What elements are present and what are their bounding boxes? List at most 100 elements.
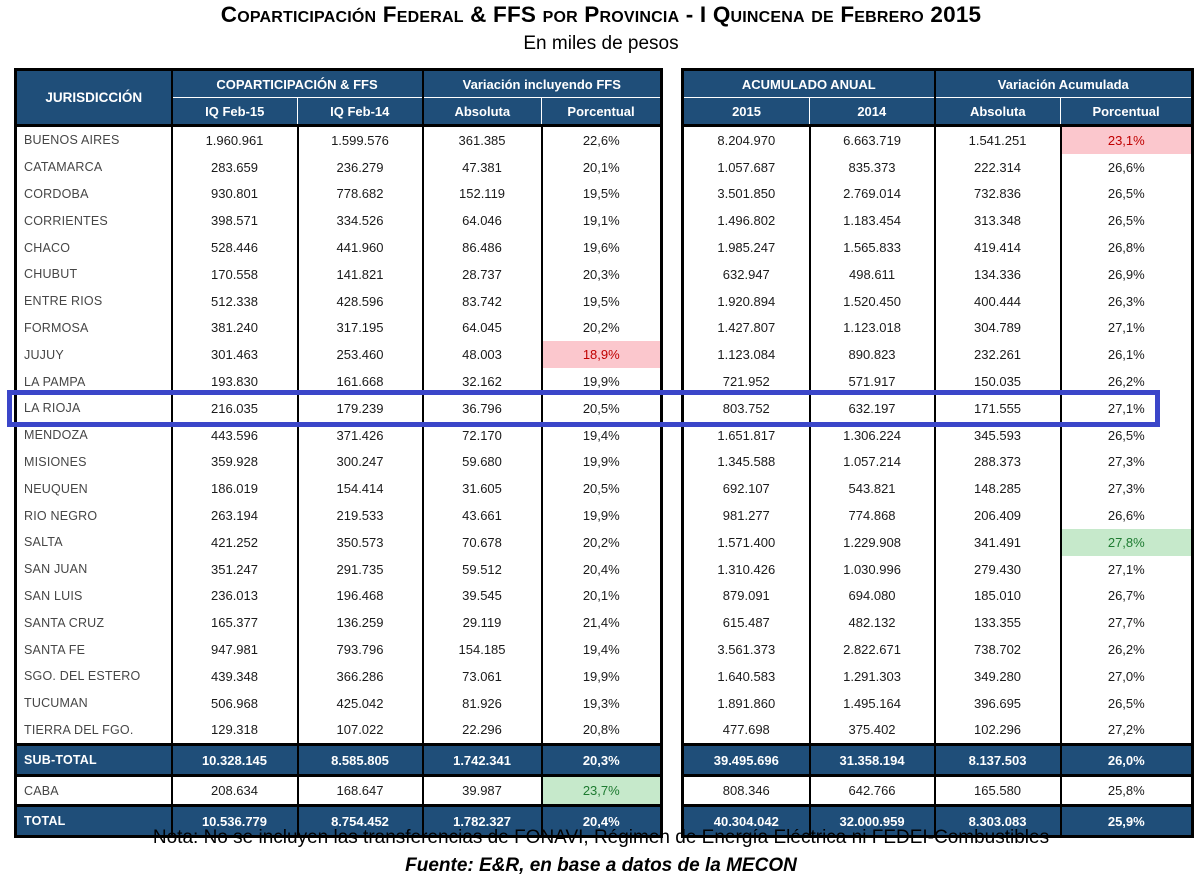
value-cell: 19,1% (540, 207, 662, 235)
value-cell: 20,2% (540, 528, 662, 556)
col-header-2014: 2014 (809, 97, 936, 126)
row-salta: 1.571.400 1.229.908 341.491 27,8% (681, 528, 1193, 556)
value-cell: 171.555 (933, 394, 1061, 422)
value-cell: 168.647 (296, 773, 423, 806)
row-label: SALTA (24, 535, 63, 550)
jurisdiccion-header: JURISDICCIÓN (15, 69, 173, 126)
value-cell: 400.444 (933, 287, 1061, 315)
value-cell: 381.240 (170, 314, 298, 342)
value-cell: 216.035 (170, 394, 298, 422)
row-tierra-del-fgo: 477.698 375.402 102.296 27,2% (681, 716, 1193, 745)
value-cell: 803.752 (681, 394, 810, 422)
value-cell: 26,2% (1059, 368, 1193, 395)
value-cell: 136.259 (296, 609, 423, 637)
value-cell: 1.123.084 (681, 341, 810, 369)
value-cell: 25,9% (1059, 804, 1193, 837)
value-cell: 26,6% (1059, 502, 1193, 529)
value-cell: 1.229.908 (808, 528, 935, 556)
row-jujuy: 1.123.084 890.823 232.261 26,1% (681, 341, 1193, 369)
value-cell: 1.541.251 (933, 123, 1061, 154)
value-cell: 1.495.164 (808, 689, 935, 717)
value-cell: 134.336 (933, 260, 1061, 288)
row-santa-fe: 3.561.373 2.822.671 738.702 26,2% (681, 636, 1193, 663)
value-cell: 165.377 (170, 609, 298, 637)
row-sub-total: 39.495.696 31.358.194 8.137.503 26,0% (681, 743, 1193, 776)
value-cell: 2.769.014 (808, 180, 935, 208)
value-cell: 23,7% (540, 773, 662, 806)
value-cell: 506.968 (170, 689, 298, 717)
group-header-coparticipacion-ffs: COPARTICIPACIÓN & FFS (170, 69, 424, 98)
value-cell: 20,1% (540, 582, 662, 610)
left-table-body: BUENOS AIRES 1.960.961 1.599.576 361.385 22,… (15, 123, 662, 837)
value-cell: 19,5% (540, 180, 662, 208)
col-header-absoluta-right: Absoluta (933, 97, 1062, 126)
value-cell: 512.338 (170, 287, 298, 315)
row-tucuman: 1.891.860 1.495.164 396.695 26,5% (681, 689, 1193, 717)
value-cell: 232.261 (933, 341, 1061, 369)
value-cell: 341.491 (933, 528, 1061, 556)
value-cell: 185.010 (933, 582, 1061, 610)
value-cell: 47.381 (421, 153, 542, 181)
value-cell: 947.981 (170, 636, 298, 663)
value-cell: 20,2% (540, 314, 662, 342)
value-cell: 19,9% (540, 368, 662, 395)
value-cell: 26,5% (1059, 421, 1193, 449)
row-la-pampa: 721.952 571.917 150.035 26,2% (681, 368, 1193, 395)
value-cell: 19,3% (540, 689, 662, 717)
right-table: ACUMULADO ANUAL Variación Acumulada 2015… (681, 68, 1195, 838)
row-san-juan: 1.310.426 1.030.996 279.430 27,1% (681, 555, 1193, 583)
value-cell: 27,3% (1059, 475, 1193, 503)
row-chaco: 1.985.247 1.565.833 419.414 26,8% (681, 234, 1193, 261)
value-cell: 179.239 (296, 394, 423, 422)
value-cell: 129.318 (170, 716, 298, 745)
value-cell: 236.279 (296, 153, 423, 181)
row-label: SUB-TOTAL (15, 743, 172, 776)
col-header-absoluta-left: Absoluta (421, 97, 543, 126)
value-cell: 27,7% (1059, 609, 1193, 637)
left-table: JURISDICCIÓN COPARTICIPACIÓN & FFS Varia… (14, 68, 664, 838)
row-chaco: CHACO 528.446 441.960 86.486 19,6% (16, 234, 662, 261)
value-cell: 170.558 (170, 260, 298, 288)
value-cell: 1.291.303 (808, 662, 935, 690)
row-mendoza: MENDOZA 443.596 371.426 72.170 19,4% (16, 421, 662, 449)
value-cell: 732.836 (933, 180, 1061, 208)
value-cell: 26,8% (1059, 234, 1193, 261)
row-sgo-del-estero: 1.640.583 1.291.303 349.280 27,0% (681, 662, 1193, 690)
value-cell: 2.822.671 (808, 636, 935, 663)
row-label: LA RIOJA (24, 401, 81, 416)
col-header-porcentual-left: Porcentual (541, 97, 663, 126)
value-cell: 25,8% (1059, 773, 1193, 806)
value-cell: 1.782.327 (421, 804, 542, 837)
value-cell: 396.695 (933, 689, 1061, 717)
row-label: CATAMARCA (24, 160, 103, 175)
row-buenos-aires: 8.204.970 6.663.719 1.541.251 23,1% (681, 123, 1193, 154)
row-sgo-del-estero: SGO. DEL ESTERO 439.348 366.286 73.061 19,9% (16, 662, 662, 690)
value-cell: 350.573 (296, 528, 423, 556)
value-cell: 528.446 (170, 234, 298, 261)
value-cell: 21,4% (540, 609, 662, 637)
value-cell: 59.680 (421, 448, 542, 476)
row-total: TOTAL 10.536.779 8.754.452 1.782.327 20,4% (15, 804, 662, 837)
value-cell: 1.030.996 (808, 555, 935, 583)
row-cordoba: 3.501.850 2.769.014 732.836 26,5% (681, 180, 1193, 208)
row-chubut: CHUBUT 170.558 141.821 28.737 20,3% (16, 260, 662, 288)
value-cell: 26,9% (1059, 260, 1193, 288)
value-cell: 1.520.450 (808, 287, 935, 315)
value-cell: 8.754.452 (296, 804, 423, 837)
value-cell: 774.868 (808, 502, 935, 529)
value-cell: 1.565.833 (808, 234, 935, 261)
row-label: MENDOZA (24, 428, 88, 443)
value-cell: 1.057.687 (681, 153, 810, 181)
value-cell: 19,9% (540, 502, 662, 529)
row-label: LA PAMPA (24, 374, 86, 389)
row-label: CORDOBA (24, 186, 89, 201)
value-cell: 301.463 (170, 341, 298, 369)
row-catamarca: 1.057.687 835.373 222.314 26,6% (681, 153, 1193, 181)
row-label: BUENOS AIRES (15, 123, 172, 154)
value-cell: 349.280 (933, 662, 1061, 690)
value-cell: 1.742.341 (421, 743, 542, 776)
value-cell: 48.003 (421, 341, 542, 369)
row-neuquen: 692.107 543.821 148.285 27,3% (681, 475, 1193, 503)
value-cell: 222.314 (933, 153, 1061, 181)
value-cell: 19,4% (540, 636, 662, 663)
